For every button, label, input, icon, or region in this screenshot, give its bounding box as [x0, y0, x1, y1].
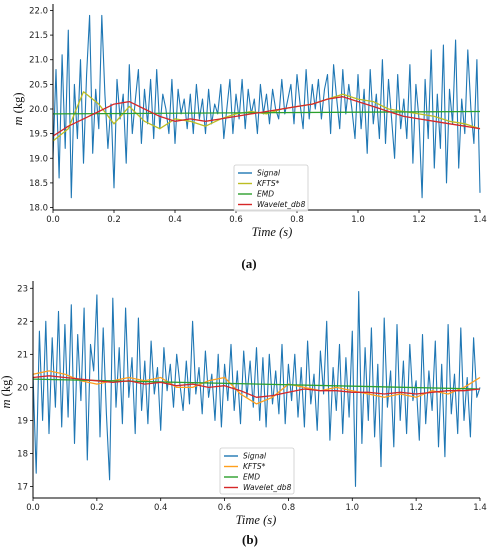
y-tick-label: 19.5 [29, 130, 48, 140]
x-tick-label: 1.4 [473, 503, 487, 513]
x-tick-label: 0.6 [218, 503, 232, 513]
y-tick-label: 21.0 [29, 56, 48, 66]
x-tick-label: 1.0 [346, 503, 360, 513]
y-axis-unit: (kg) [0, 376, 13, 397]
y-axis-variable: m [11, 113, 25, 125]
x-tick-label: 0.4 [168, 215, 182, 225]
legend-label: Wavelet_db8 [243, 483, 292, 492]
x-tick-label: 1.4 [473, 215, 487, 225]
y-axis-variable: m [0, 396, 13, 408]
series-line-signal [52, 14, 481, 199]
y-tick-label: 20 [17, 383, 28, 393]
series-line-emd [52, 110, 481, 115]
legend-label: Signal [243, 452, 267, 461]
y-axis-label: m (kg) [0, 376, 13, 409]
x-tick-label: 0.2 [107, 215, 121, 225]
x-tick-label: 1.2 [409, 503, 423, 513]
legend-label: Signal [257, 169, 281, 178]
x-tick-label: 0.0 [26, 503, 40, 513]
x-tick-label: 0.8 [290, 215, 304, 225]
legend-label: EMD [243, 473, 260, 482]
x-tick-label: 0.8 [282, 503, 296, 513]
x-axis-unit: (s) [279, 225, 292, 239]
x-tick-label: 0.4 [154, 503, 168, 513]
legend-label: KFTS* [257, 179, 280, 188]
y-tick-label: 17 [17, 482, 28, 492]
panel-label: (b) [242, 532, 258, 547]
x-axis-variable: Time [252, 225, 279, 239]
x-tick-label: 1.0 [351, 215, 365, 225]
series-line-wavelet-db8 [52, 96, 481, 137]
series-line-emd [32, 378, 481, 390]
series-line-signal [32, 291, 481, 487]
y-axis-unit: (kg) [11, 93, 25, 114]
y-tick-label: 23 [17, 284, 28, 294]
x-axis-variable: Time [236, 513, 263, 527]
y-axis-label: m (kg) [11, 93, 25, 126]
y-tick-label: 22 [17, 317, 28, 327]
x-tick-label: 1.2 [412, 215, 426, 225]
y-tick-label: 18.5 [29, 179, 48, 189]
x-axis-label: Time (s) [252, 225, 293, 239]
series-line-wavelet-db8 [32, 375, 481, 398]
legend-label: Wavelet_db8 [257, 200, 306, 209]
y-tick-label: 21.5 [29, 31, 48, 41]
y-tick-label: 18 [17, 449, 28, 459]
y-tick-label: 20.5 [29, 80, 48, 90]
panel-label: (a) [241, 256, 256, 271]
y-tick-label: 19.0 [29, 154, 48, 164]
chart-panel-a: 0.0 0.2 0.4 0.6 0.8 1.0 1.2 1.4 18.0 18.5 19.0 19.5… [11, 4, 487, 271]
legend-box [219, 447, 295, 495]
y-tick-label: 18.0 [29, 204, 48, 214]
x-tick-label: 0.6 [229, 215, 243, 225]
x-axis-label: Time (s) [236, 513, 277, 527]
x-axis-unit: (s) [263, 513, 276, 527]
legend-label: KFTS* [243, 462, 266, 471]
x-tick-label: 0.2 [90, 503, 104, 513]
y-tick-label: 19 [17, 416, 28, 426]
y-tick-label: 22.0 [29, 6, 48, 16]
legend-label: EMD [257, 190, 274, 199]
chart-panel-b: 0.0 0.2 0.4 0.6 0.8 1.0 1.2 1.4 17 18 19 20 21 22 23 Ti… [0, 281, 487, 547]
y-tick-label: 20.0 [29, 105, 48, 115]
y-tick-label: 21 [17, 350, 28, 360]
x-tick-label: 0.0 [46, 215, 60, 225]
legend-box [233, 164, 309, 212]
